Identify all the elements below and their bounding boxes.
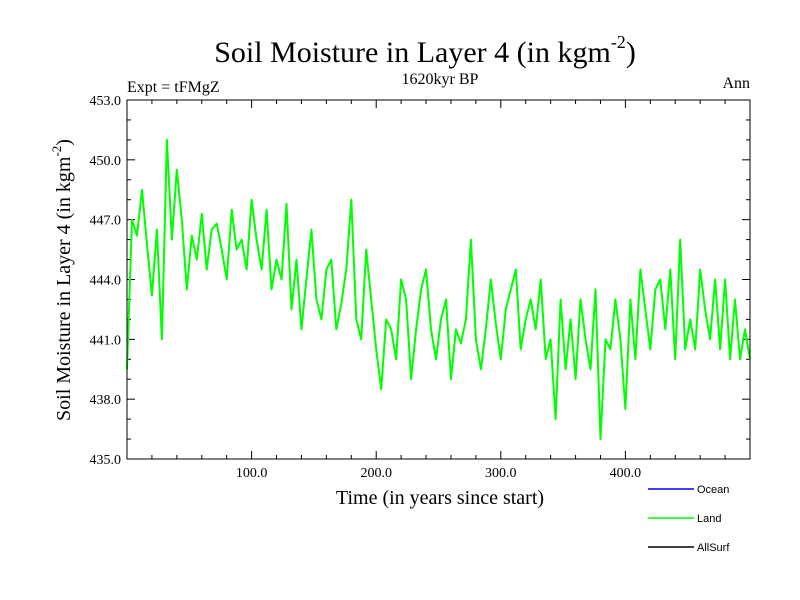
y-axis-label: Soil Moisture in Layer 4 (in kgm-2) [49,139,75,421]
x-tick-label: 300.0 [485,466,517,481]
x-axis-label: Time (in years since start) [336,487,544,509]
x-tick-label: 200.0 [360,466,392,481]
plot-frame [126,99,751,460]
y-tick-label: 441.0 [90,333,122,348]
season-label: Ann [722,75,750,92]
x-axis-ticks: 100.0 200.0 300.0 400.0 [151,100,726,481]
legend-label-allsurf: AllSurf [697,542,730,554]
chart-subtitle: 1620kyr BP [402,71,479,88]
y-tick-label: 438.0 [90,393,122,408]
legend-label-ocean: Ocean [697,484,729,496]
y-tick-label: 450.0 [90,154,122,169]
x-tick-label: 400.0 [610,466,642,481]
y-tick-label: 453.0 [90,94,122,109]
series-line-land [126,138,751,441]
y-tick-label: 435.0 [90,453,122,468]
x-tick-label: 100.0 [236,466,268,481]
legend-label-land: Land [697,513,721,525]
y-axis-ticks: 435.0 438.0 441.0 444.0 447.0 450.0 453.0 [90,94,750,468]
chart-title: Soil Moisture in Layer 4 (in kgm-2) [214,32,636,69]
y-tick-label: 444.0 [90,274,122,289]
y-tick-label: 447.0 [90,214,122,229]
legend: Ocean Land AllSurf [648,484,730,554]
experiment-label: Expt = tFMgZ [127,79,220,96]
